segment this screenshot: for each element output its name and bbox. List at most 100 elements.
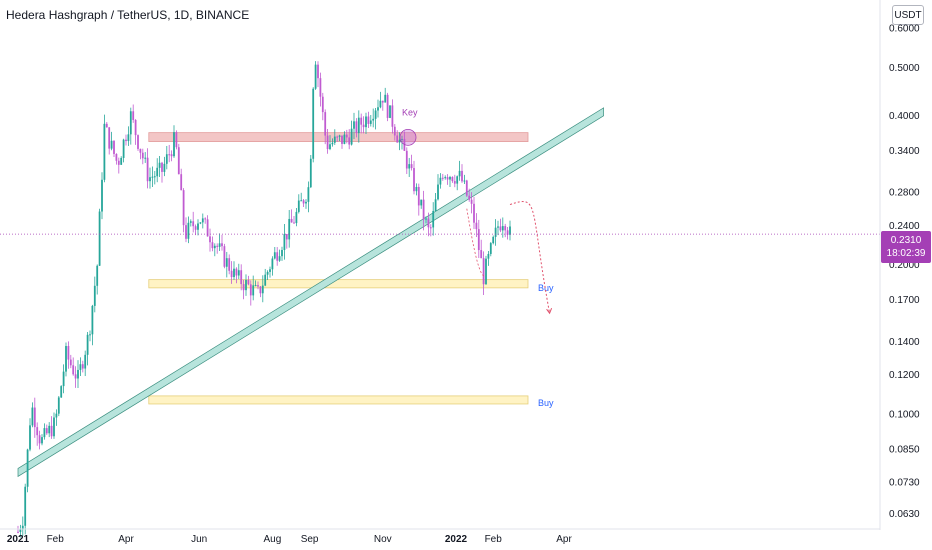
candle-body	[163, 163, 166, 172]
candle-body	[101, 179, 103, 212]
candle-body	[386, 94, 389, 118]
x-tick-label: 2022	[445, 534, 468, 545]
candle-body	[422, 199, 425, 220]
candle-body	[319, 78, 322, 97]
candle-body	[333, 136, 336, 143]
last-price-value: 0.2310	[890, 235, 922, 246]
candle-body	[468, 195, 471, 200]
candle-body	[55, 413, 58, 418]
candle-body	[86, 334, 89, 355]
candle-body	[353, 121, 355, 129]
candle-body	[432, 210, 435, 228]
candle-body	[60, 386, 63, 398]
x-tick-label: Feb	[47, 534, 65, 545]
candle-body	[331, 142, 334, 145]
key-marker	[399, 128, 417, 146]
candle-body	[177, 147, 180, 175]
candle-body	[374, 110, 377, 119]
candle-body	[482, 258, 485, 285]
candle-body	[372, 118, 375, 121]
candle-body	[96, 265, 99, 286]
candle-body	[213, 245, 216, 249]
projection-arrowhead	[546, 308, 553, 315]
candle-body	[441, 177, 444, 179]
candle-body	[475, 222, 478, 230]
candle-body	[343, 134, 346, 144]
candle-body	[273, 252, 276, 259]
candle-body	[252, 285, 255, 296]
candle-body	[377, 107, 379, 111]
candle-body	[242, 284, 245, 291]
candle-body	[65, 346, 67, 372]
candle-body	[477, 229, 480, 251]
candle-body	[341, 135, 343, 144]
candle-body	[223, 246, 226, 267]
candle-body	[113, 140, 115, 154]
candle-body	[350, 128, 353, 145]
candle-body	[393, 126, 396, 136]
candle-body	[233, 268, 235, 278]
candle-body	[156, 167, 159, 177]
candle-body	[139, 148, 142, 153]
key-label: Key	[402, 107, 418, 117]
candle-body	[225, 258, 228, 267]
candle-body	[50, 425, 53, 437]
candle-body	[391, 105, 394, 127]
candle-body	[149, 177, 151, 182]
candle-body	[168, 154, 171, 156]
candle-body	[329, 144, 331, 150]
candle-body	[345, 134, 348, 138]
candle-body	[105, 123, 108, 128]
candle-body	[43, 428, 46, 438]
candle-body	[249, 284, 252, 296]
y-tick-label: 0.3400	[889, 146, 920, 157]
x-tick-label: Sep	[301, 534, 319, 545]
candle-body	[261, 285, 264, 294]
chart-title: Hedera Hashgraph / TetherUS, 1D, BINANCE	[6, 8, 250, 22]
candle-body	[84, 354, 87, 369]
currency-selector[interactable]: USDT	[892, 5, 924, 25]
y-tick-label: 0.0850	[889, 444, 920, 455]
candle-body	[259, 286, 262, 294]
candle-body	[201, 218, 204, 223]
candle-body	[122, 139, 125, 158]
candle-body	[401, 138, 403, 140]
candle-body	[465, 180, 468, 196]
candle-body	[362, 124, 365, 128]
candle-body	[153, 176, 156, 178]
candle-body	[235, 268, 238, 276]
y-tick-label: 0.1200	[889, 370, 920, 381]
candle-body	[144, 157, 147, 159]
candle-body	[504, 226, 507, 231]
candle-body	[247, 279, 250, 285]
candle-body	[278, 256, 281, 261]
candle-body	[473, 203, 475, 223]
candle-body	[439, 177, 442, 185]
candle-body	[41, 437, 43, 444]
candle-body	[53, 417, 55, 437]
candle-body	[408, 164, 411, 169]
candle-body	[305, 201, 307, 204]
candle-body	[384, 94, 387, 103]
candle-body	[19, 529, 22, 532]
candle-body	[326, 135, 329, 150]
candle-body	[307, 187, 310, 202]
y-tick-label: 0.6000	[889, 24, 920, 35]
candle-body	[314, 64, 317, 89]
candle-body	[77, 369, 79, 379]
candle-body	[216, 245, 219, 247]
candle-body	[458, 170, 461, 177]
candle-body	[338, 135, 341, 137]
candle-body	[463, 180, 466, 182]
candle-body	[285, 234, 288, 240]
candle-body	[21, 525, 24, 530]
candle-body	[360, 117, 363, 125]
candle-body	[182, 190, 185, 226]
support-zone	[148, 279, 529, 289]
x-tick-label: Jun	[191, 534, 207, 545]
candle-body	[185, 225, 187, 239]
candle-body	[271, 258, 274, 270]
candle-body	[415, 186, 418, 192]
bar-countdown: 18:02:39	[886, 248, 926, 259]
